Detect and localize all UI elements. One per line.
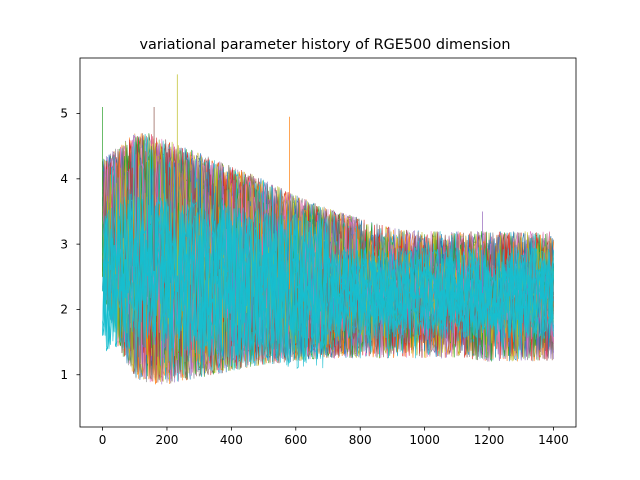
x-tick-label: 1000: [409, 433, 440, 447]
y-tick-label: 5: [60, 107, 68, 121]
x-axis: 0 200 400 600 800 1000 1200 1400: [99, 427, 569, 447]
series-layer: [102, 74, 554, 385]
x-tick-label: 400: [220, 433, 243, 447]
y-axis: 1 2 3 4 5: [60, 107, 80, 382]
series-line: [102, 195, 554, 363]
series-line: [102, 198, 554, 362]
y-tick-label: 1: [60, 368, 68, 382]
y-tick-label: 2: [60, 303, 68, 317]
x-tick-label: 0: [99, 433, 107, 447]
x-tick-label: 1400: [538, 433, 569, 447]
x-tick-label: 800: [349, 433, 372, 447]
plot-frame: [79, 57, 577, 428]
y-tick-label: 4: [60, 172, 68, 186]
x-tick-label: 200: [156, 433, 179, 447]
x-tick-label: 600: [284, 433, 307, 447]
chart-title: variational parameter history of RGE500 …: [140, 37, 511, 53]
y-tick-label: 3: [60, 237, 68, 251]
x-tick-label: 1200: [474, 433, 505, 447]
